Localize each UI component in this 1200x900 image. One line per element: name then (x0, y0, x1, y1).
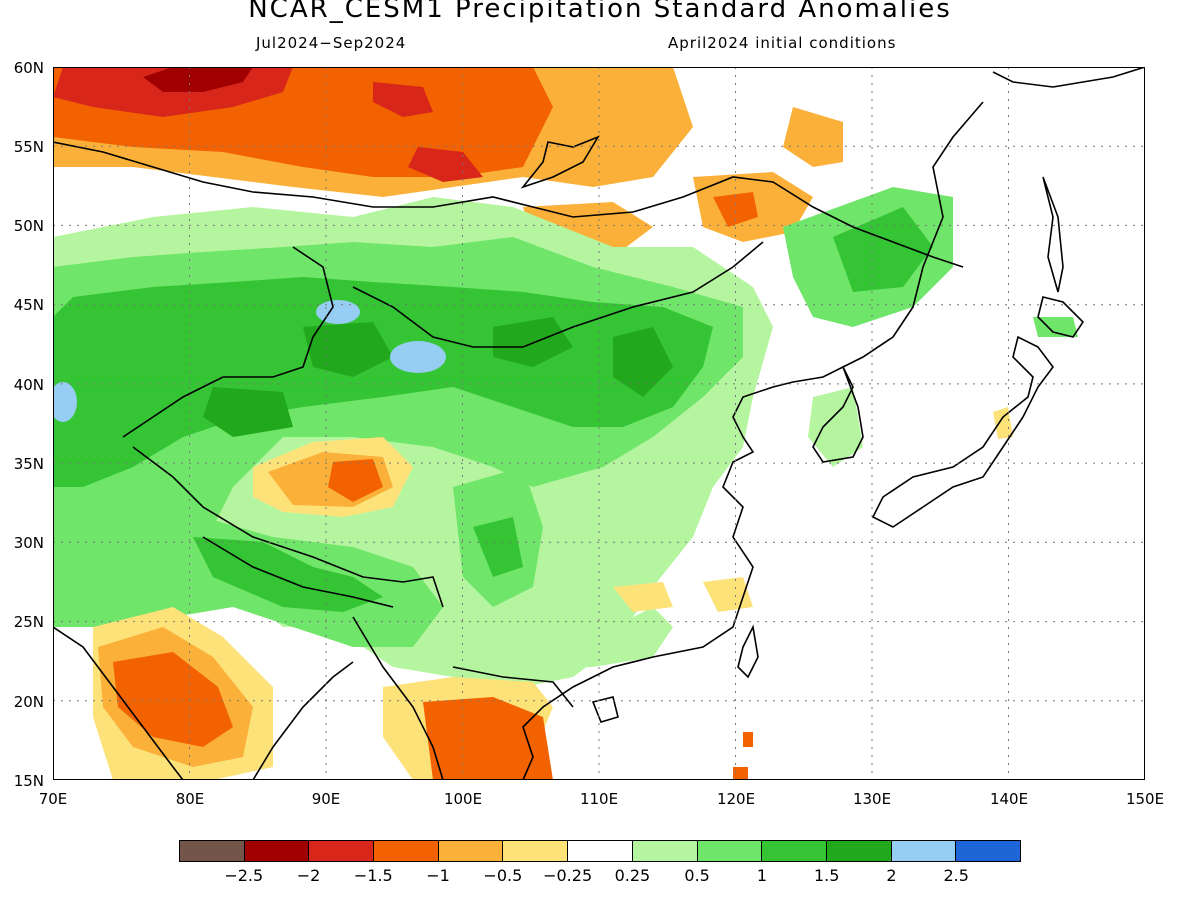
lat-label-40n: 40N (13, 376, 44, 394)
lon-label-90e: 90E (311, 790, 341, 808)
anomaly-fields (53, 67, 1078, 780)
graticule (53, 67, 1145, 780)
colorbar-swatch (891, 841, 957, 861)
colorbar-label: −2.5 (224, 866, 264, 885)
colorbar-label: 2.5 (943, 866, 969, 885)
lon-label-80e: 80E (175, 790, 205, 808)
colorbar-swatch (309, 841, 375, 861)
colorbar-swatch (826, 841, 892, 861)
colorbar-label: 0.25 (614, 866, 651, 885)
colorbar-label: −0.5 (483, 866, 523, 885)
lat-label-45n: 45N (13, 296, 44, 314)
lat-label-30n: 30N (13, 534, 44, 552)
anomaly-map (53, 67, 1145, 780)
colorbar-swatch (180, 841, 245, 861)
lon-label-100e: 100E (443, 790, 483, 808)
forecast-period: Jul2024−Sep2024 (256, 34, 407, 52)
colorbar-swatch (244, 841, 310, 861)
colorbar-label: −1.5 (353, 866, 393, 885)
lat-label-50n: 50N (13, 217, 44, 235)
colorbar-label: 1.5 (813, 866, 840, 885)
lat-label-25n: 25N (13, 613, 44, 631)
lon-label-140e: 140E (989, 790, 1029, 808)
colorbar-label: −0.25 (543, 866, 593, 885)
lon-label-120e: 120E (716, 790, 756, 808)
colorbar-swatch (503, 841, 569, 861)
colorbar-label: 1 (756, 866, 768, 885)
lat-label-55n: 55N (13, 138, 44, 156)
colorbar-swatch (697, 841, 763, 861)
colorbar-label: −2 (296, 866, 321, 885)
colorbar-swatch (632, 841, 698, 861)
coastlines-borders (53, 67, 1145, 780)
lon-label-130e: 130E (852, 790, 892, 808)
colorbar-swatch (438, 841, 504, 861)
lat-label-35n: 35N (13, 455, 44, 473)
lon-label-110e: 110E (579, 790, 619, 808)
colorbar (179, 840, 1021, 862)
colorbar-swatch (762, 841, 827, 861)
lon-label-70e: 70E (38, 790, 68, 808)
lat-label-60n: 60N (13, 59, 44, 77)
initial-conditions: April2024 initial conditions (668, 34, 897, 52)
colorbar-swatch (374, 841, 439, 861)
colorbar-label: 2 (886, 866, 897, 885)
lat-label-20n: 20N (13, 693, 44, 711)
lon-label-150e: 150E (1125, 790, 1165, 808)
colorbar-label: 0.5 (684, 866, 710, 885)
colorbar-swatch (956, 841, 1020, 861)
colorbar-label: −1 (426, 866, 450, 885)
chart-title: NCAR_CESM1 Precipitation Standard Anomal… (248, 0, 952, 24)
lat-label-15n: 15N (13, 772, 44, 790)
colorbar-swatch (568, 841, 633, 861)
